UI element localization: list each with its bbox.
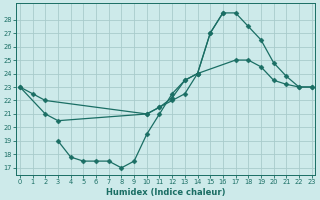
X-axis label: Humidex (Indice chaleur): Humidex (Indice chaleur) bbox=[106, 188, 226, 197]
